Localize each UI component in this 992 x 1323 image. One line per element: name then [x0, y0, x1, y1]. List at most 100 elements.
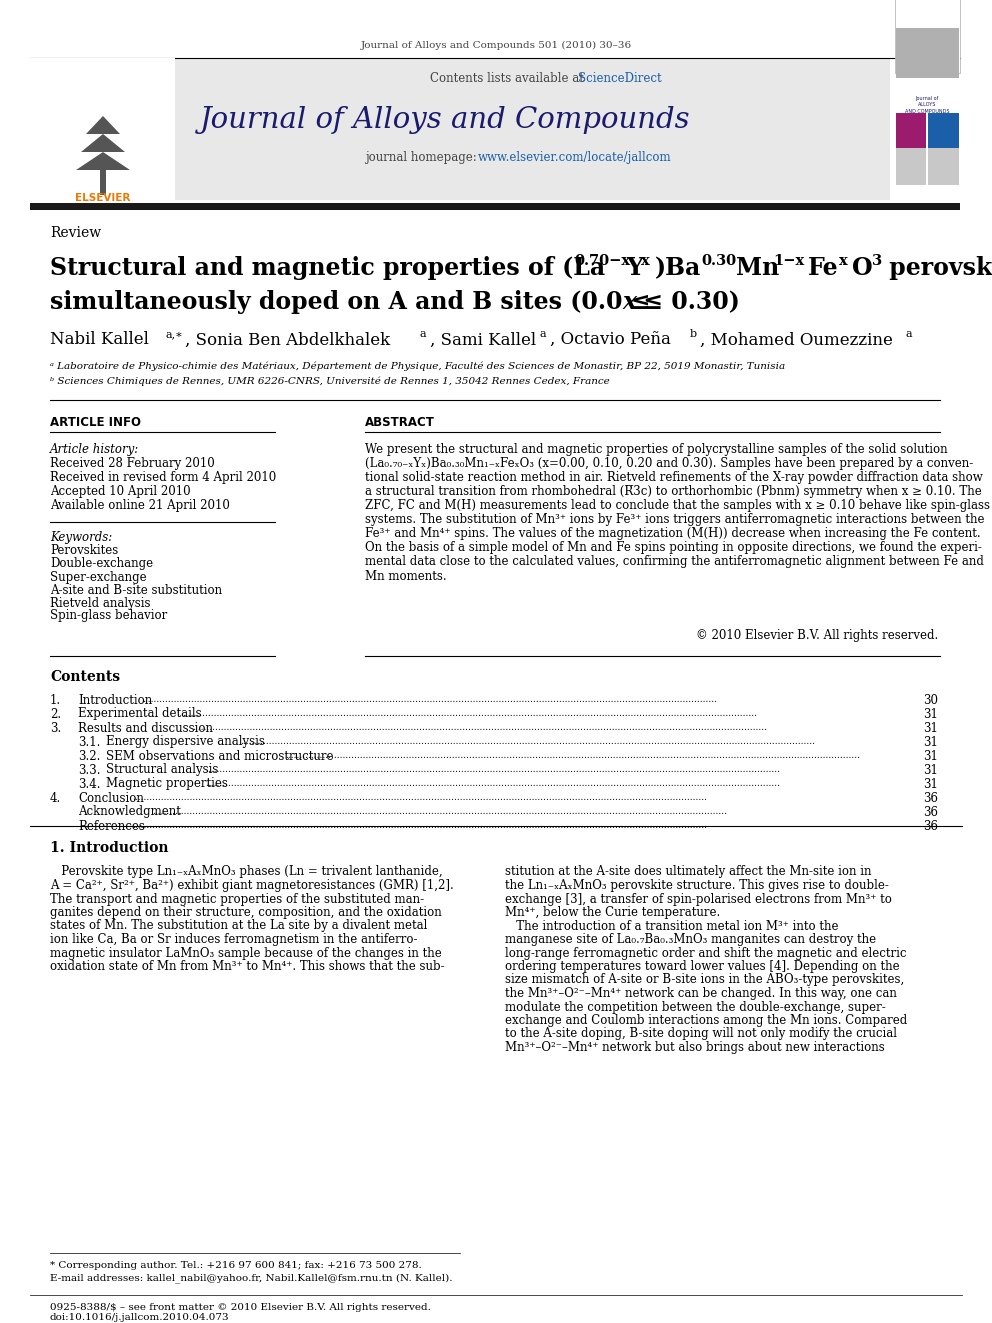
Text: Experimental details: Experimental details	[78, 708, 201, 721]
Text: Received 28 February 2010: Received 28 February 2010	[50, 458, 214, 471]
Text: 0.70−x: 0.70−x	[574, 254, 630, 269]
Text: Mn³⁺–O²⁻–Mn⁴⁺ network but also brings about new interactions: Mn³⁺–O²⁻–Mn⁴⁺ network but also brings ab…	[505, 1041, 885, 1054]
Text: Super-exchange: Super-exchange	[50, 570, 147, 583]
Text: to the A-site doping, B-site doping will not only modify the crucial: to the A-site doping, B-site doping will…	[505, 1028, 897, 1040]
Text: 3.2.: 3.2.	[78, 750, 100, 762]
Text: Mn: Mn	[736, 255, 780, 280]
Text: Acknowledgment: Acknowledgment	[78, 806, 181, 819]
Text: , Octavio Peña: , Octavio Peña	[550, 332, 671, 348]
Text: Rietveld analysis: Rietveld analysis	[50, 597, 151, 610]
Text: stitution at the A-site does ultimately affect the Mn-site ion in: stitution at the A-site does ultimately …	[505, 865, 872, 878]
Text: manganese site of La₀.₇Ba₀.₃MnO₃ manganites can destroy the: manganese site of La₀.₇Ba₀.₃MnO₃ mangani…	[505, 933, 876, 946]
Text: Introduction: Introduction	[78, 693, 152, 706]
Text: Review: Review	[50, 226, 101, 239]
Text: * Corresponding author. Tel.: +216 97 600 841; fax: +216 73 500 278.: * Corresponding author. Tel.: +216 97 60…	[50, 1261, 422, 1270]
Text: doi:10.1016/j.jallcom.2010.04.073: doi:10.1016/j.jallcom.2010.04.073	[50, 1314, 229, 1323]
Text: 31: 31	[924, 750, 938, 762]
Text: 31: 31	[924, 736, 938, 749]
Text: Article history:: Article history:	[50, 443, 139, 456]
Text: Mn⁴⁺, below the Curie temperature.: Mn⁴⁺, below the Curie temperature.	[505, 906, 720, 919]
Text: ELSEVIER: ELSEVIER	[75, 193, 131, 202]
Text: © 2010 Elsevier B.V. All rights reserved.: © 2010 Elsevier B.V. All rights reserved…	[695, 630, 938, 643]
Text: 36: 36	[923, 791, 938, 804]
Polygon shape	[86, 116, 120, 134]
Text: Spin-glass behavior: Spin-glass behavior	[50, 610, 168, 623]
Text: 2.: 2.	[50, 708, 62, 721]
Text: x: x	[622, 290, 636, 314]
Text: 31: 31	[924, 708, 938, 721]
Text: 31: 31	[924, 778, 938, 791]
Text: 4.: 4.	[50, 791, 62, 804]
Text: a: a	[905, 329, 912, 339]
Text: , Mohamed Oumezzine: , Mohamed Oumezzine	[700, 332, 893, 348]
Text: Fe³⁺ and Mn⁴⁺ spins. The values of the magnetization (M(H)) decrease when increa: Fe³⁺ and Mn⁴⁺ spins. The values of the m…	[365, 528, 981, 541]
Text: Contents: Contents	[50, 669, 120, 684]
Text: ZFC, FC and M(H) measurements lead to conclude that the samples with x ≥ 0.10 be: ZFC, FC and M(H) measurements lead to co…	[365, 500, 990, 512]
Text: Results and discussion: Results and discussion	[78, 721, 213, 734]
Text: 3: 3	[872, 254, 882, 269]
Text: Accepted 10 April 2010: Accepted 10 April 2010	[50, 486, 190, 499]
Text: ABSTRACT: ABSTRACT	[365, 415, 434, 429]
Text: ᵃ Laboratoire de Physico-chimie des Matériaux, Département de Physique, Faculté : ᵃ Laboratoire de Physico-chimie des Maté…	[50, 361, 785, 370]
Text: 36: 36	[923, 819, 938, 832]
Text: Energy dispersive analysis: Energy dispersive analysis	[106, 736, 265, 749]
Text: x: x	[839, 254, 848, 269]
Text: Structural and magnetic properties of (La: Structural and magnetic properties of (L…	[50, 255, 605, 280]
Text: SEM observations and microstructure: SEM observations and microstructure	[106, 750, 333, 762]
Text: 36: 36	[923, 806, 938, 819]
Text: exchange [3], a transfer of spin-polarised electrons from Mn³⁺ to: exchange [3], a transfer of spin-polaris…	[505, 893, 892, 905]
Text: 1. Introduction: 1. Introduction	[50, 841, 169, 855]
Text: 1−x: 1−x	[773, 254, 805, 269]
Text: Journal of Alloys and Compounds: Journal of Alloys and Compounds	[199, 106, 690, 134]
Text: Received in revised form 4 April 2010: Received in revised form 4 April 2010	[50, 471, 276, 484]
Text: Conclusion: Conclusion	[78, 791, 144, 804]
Bar	[895, 0, 960, 73]
Text: states of Mn. The substitution at the La site by a divalent metal: states of Mn. The substitution at the La…	[50, 919, 428, 933]
Bar	[896, 28, 959, 78]
Text: 0925-8388/$ – see front matter © 2010 Elsevier B.V. All rights reserved.: 0925-8388/$ – see front matter © 2010 El…	[50, 1303, 431, 1311]
Text: 3.3.: 3.3.	[78, 763, 100, 777]
Text: 31: 31	[924, 763, 938, 777]
Text: Journal of Alloys and Compounds 501 (2010) 30–36: Journal of Alloys and Compounds 501 (201…	[360, 41, 632, 49]
Text: oxidation state of Mn from Mn³⁺ to Mn⁴⁺. This shows that the sub-: oxidation state of Mn from Mn³⁺ to Mn⁴⁺.…	[50, 960, 444, 972]
Text: 1.: 1.	[50, 693, 62, 706]
Text: 3.1.: 3.1.	[78, 736, 100, 749]
Text: exchange and Coulomb interactions among the Mn ions. Compared: exchange and Coulomb interactions among …	[505, 1013, 908, 1027]
Text: ᵇ Sciences Chimiques de Rennes, UMR 6226-CNRS, Université de Rennes 1, 35042 Ren: ᵇ Sciences Chimiques de Rennes, UMR 6226…	[50, 376, 610, 386]
Text: ................................................................................: ........................................…	[132, 794, 707, 803]
Text: ARTICLE INFO: ARTICLE INFO	[50, 415, 141, 429]
Text: Fe: Fe	[808, 255, 838, 280]
Text: a structural transition from rhombohedral (R̅3c) to orthorhombic (Pbnm) symmetry: a structural transition from rhombohedra…	[365, 486, 982, 499]
Text: References: References	[78, 819, 145, 832]
Text: www.elsevier.com/locate/jallcom: www.elsevier.com/locate/jallcom	[478, 152, 672, 164]
Text: 0.30: 0.30	[701, 254, 736, 269]
Text: On the basis of a simple model of Mn and Fe spins pointing in opposite direction: On the basis of a simple model of Mn and…	[365, 541, 982, 554]
Text: the Ln₁₋ₓAₓMnO₃ perovskite structure. This gives rise to double-: the Ln₁₋ₓAₓMnO₃ perovskite structure. Th…	[505, 878, 889, 892]
Text: size mismatch of A-site or B-site ions in the ABO₃-type perovskites,: size mismatch of A-site or B-site ions i…	[505, 974, 905, 987]
Text: )Ba: )Ba	[655, 255, 701, 280]
Text: O: O	[852, 255, 873, 280]
Text: Structural analysis: Structural analysis	[106, 763, 218, 777]
Text: Mn moments.: Mn moments.	[365, 569, 446, 582]
Bar	[928, 112, 959, 148]
Bar	[100, 169, 106, 194]
Text: 3.4.: 3.4.	[78, 778, 100, 791]
Text: A = Ca²⁺, Sr²⁺, Ba²⁺) exhibit giant magnetoresistances (GMR) [1,2].: A = Ca²⁺, Sr²⁺, Ba²⁺) exhibit giant magn…	[50, 878, 453, 892]
Text: The introduction of a transition metal ion M³⁺ into the: The introduction of a transition metal i…	[505, 919, 838, 933]
Text: Contents lists available at: Contents lists available at	[430, 71, 587, 85]
Text: E-mail addresses: kallel_nabil@yahoo.fr, Nabil.Kallel@fsm.rnu.tn (N. Kallel).: E-mail addresses: kallel_nabil@yahoo.fr,…	[50, 1273, 452, 1283]
Bar	[896, 112, 926, 148]
Text: x: x	[641, 254, 650, 269]
Text: ≤ 0.30): ≤ 0.30)	[635, 290, 740, 314]
Text: journal homepage:: journal homepage:	[365, 152, 480, 164]
Text: b: b	[690, 329, 697, 339]
Text: Y: Y	[626, 255, 643, 280]
Text: ganites depend on their structure, composition, and the oxidation: ganites depend on their structure, compo…	[50, 906, 441, 919]
Text: , Sonia Ben Abdelkhalek: , Sonia Ben Abdelkhalek	[185, 332, 390, 348]
Text: modulate the competition between the double-exchange, super-: modulate the competition between the dou…	[505, 1000, 886, 1013]
Text: Perovskite type Ln₁₋ₓAₓMnO₃ phases (Ln = trivalent lanthanide,: Perovskite type Ln₁₋ₓAₓMnO₃ phases (Ln =…	[50, 865, 442, 878]
Text: ................................................................................: ........................................…	[205, 779, 780, 789]
Text: ................................................................................: ........................................…	[152, 807, 727, 816]
Text: systems. The substitution of Mn³⁺ ions by Fe³⁺ ions triggers antiferromagnetic i: systems. The substitution of Mn³⁺ ions b…	[365, 513, 984, 527]
Text: The transport and magnetic properties of the substituted man-: The transport and magnetic properties of…	[50, 893, 425, 905]
